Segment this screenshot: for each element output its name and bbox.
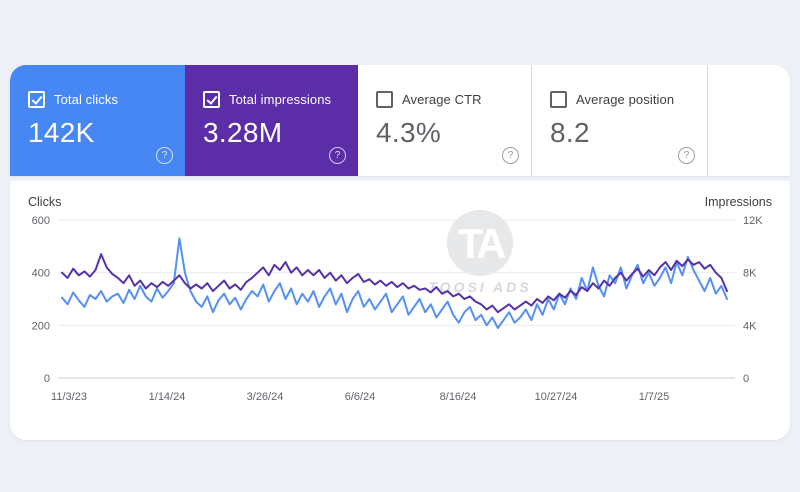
axis-title-clicks: Clicks: [28, 195, 62, 209]
card-value: 142K: [28, 117, 95, 148]
x-axis-tick: 1/14/24: [149, 391, 186, 403]
x-axis-tick: 11/3/23: [51, 391, 87, 403]
right-axis-tick: 12K: [743, 215, 763, 227]
metric-card-total-impressions[interactable]: Total impressions 3.28M ?: [185, 65, 358, 176]
card-head: Total impressions: [203, 91, 344, 108]
card-head: Total clicks: [28, 91, 171, 108]
metric-card-total-clicks[interactable]: Total clicks 142K ?: [10, 65, 185, 176]
x-axis-tick: 6/6/24: [345, 391, 376, 403]
right-axis-tick: 8K: [743, 268, 757, 280]
help-icon[interactable]: ?: [329, 147, 346, 164]
checkbox-unchecked-icon[interactable]: [376, 91, 393, 108]
metric-card-average-ctr[interactable]: Average CTR 4.3% ?: [358, 65, 532, 176]
watermark-monogram: TA: [458, 220, 507, 267]
checkbox-checked-icon[interactable]: [203, 91, 220, 108]
help-icon[interactable]: ?: [156, 147, 173, 164]
x-axis-tick: 1/7/25: [639, 391, 670, 403]
right-axis-tick: 0: [743, 373, 749, 385]
card-label: Total clicks: [54, 92, 119, 107]
metric-cards-panel: Total clicks 142K ? Total impressions 3.…: [10, 65, 790, 176]
cards-panel-filler: [708, 65, 790, 176]
watermark: TA TOOSI ADS: [428, 210, 531, 295]
card-label: Average CTR: [402, 92, 482, 107]
card-value: 4.3%: [376, 117, 442, 148]
help-icon[interactable]: ?: [502, 147, 519, 164]
left-axis-tick: 600: [32, 215, 50, 227]
left-axis-tick: 400: [32, 268, 50, 280]
checkbox-unchecked-icon[interactable]: [550, 91, 567, 108]
left-axis-tick: 200: [32, 320, 50, 332]
x-axis-tick: 3/26/24: [247, 391, 284, 403]
axis-title-impressions: Impressions: [704, 195, 772, 209]
card-label: Total impressions: [229, 92, 332, 107]
card-value: 3.28M: [203, 117, 283, 148]
series-line-total-clicks: [61, 237, 728, 329]
left-axis-tick: 0: [44, 373, 50, 385]
watermark-circle: [447, 210, 513, 276]
metric-card-average-position[interactable]: Average position 8.2 ?: [532, 65, 708, 176]
card-head: Average position: [550, 91, 693, 108]
card-label: Average position: [576, 92, 675, 107]
help-icon[interactable]: ?: [678, 147, 695, 164]
x-axis-tick: 8/16/24: [440, 391, 477, 403]
right-axis-tick: 4K: [743, 320, 757, 332]
card-value: 8.2: [550, 117, 590, 148]
series-line-total-impressions: [61, 253, 728, 314]
performance-chart-panel: Clicks Impressions TA TOOSI ADS 600 400 20…: [10, 181, 790, 440]
watermark-text: TOOSI ADS: [428, 279, 531, 295]
checkbox-checked-icon[interactable]: [28, 91, 45, 108]
x-axis-tick: 10/27/24: [535, 391, 578, 403]
card-head: Average CTR: [376, 91, 517, 108]
